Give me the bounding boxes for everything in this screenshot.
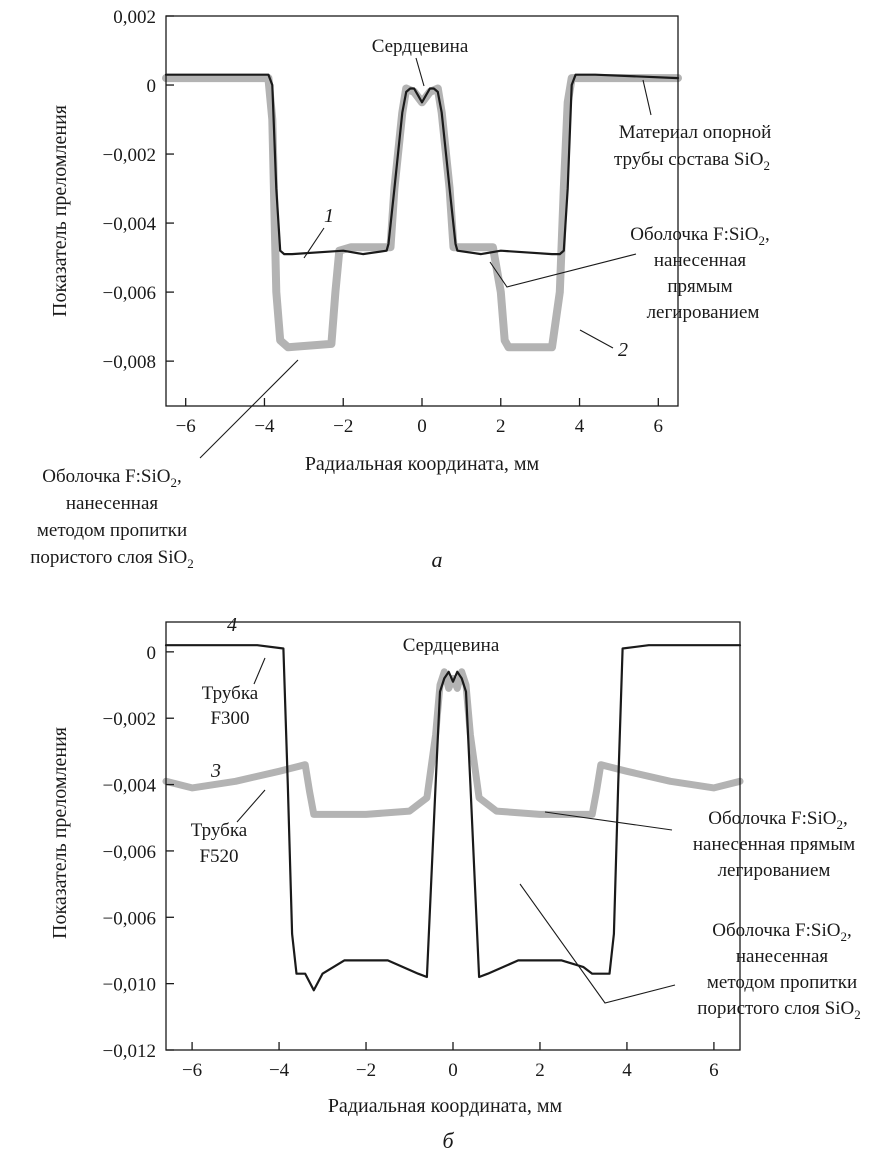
y-tick-label: 0 <box>147 643 157 664</box>
x-tick-label: 6 <box>654 416 664 437</box>
x-tick-label: −6 <box>182 1060 202 1081</box>
x-tick-label: 0 <box>417 416 427 437</box>
series-line-3 <box>162 668 744 818</box>
annotation-a-impreg-line2: нанесенная <box>66 493 159 514</box>
y-tick-label: 0,002 <box>113 7 156 28</box>
chart-a-x-axis-label: Радиальная координата, мм <box>305 453 540 475</box>
x-tick-label: −4 <box>254 416 275 437</box>
y-tick-label: −0,006 <box>103 842 156 863</box>
chart-a-y-axis-label: Показатель преломления <box>49 105 71 317</box>
leader-b-impreg <box>519 883 676 1004</box>
leader-a-curve-1 <box>303 227 325 259</box>
annotation-b-f300-line1: Трубка <box>202 683 259 704</box>
x-tick-label: 6 <box>709 1060 719 1081</box>
chart-b-y-axis-label: Показатель преломления <box>49 727 71 939</box>
annotation-a-direct-line3: прямым <box>667 276 732 297</box>
annotation-a-support-line1: Материал опорной <box>619 122 772 143</box>
y-tick-label: 0 <box>147 76 157 97</box>
chart-b-series <box>162 644 744 992</box>
annotation-a-impreg-line1: Оболочка F:SiO2, <box>42 466 181 490</box>
y-tick-label: −0,004 <box>103 776 157 797</box>
panel-label-a: а <box>432 547 443 572</box>
annotation-a-impreg-line4: пористого слоя SiO2 <box>30 547 194 571</box>
chart-b-ticks: −6 −4 −2 0 2 4 6 0 −0,002 −0,004 −0,006 −0,006 −0,01… <box>103 643 719 1081</box>
leader-a-core <box>415 57 425 87</box>
y-tick-label: −0,012 <box>103 1041 156 1062</box>
series-line-4 <box>164 644 742 992</box>
series-line-1 <box>164 73 680 256</box>
annotation-b-direct-line3: легированием <box>718 860 831 881</box>
x-tick-label: 0 <box>448 1060 458 1081</box>
chart-panel-b: −6 −4 −2 0 2 4 6 0 −0,002 −0,004 −0,006 −0,006 −0,01… <box>49 614 861 1153</box>
annotation-a-direct-line4: легированием <box>647 302 760 323</box>
leader-a-curve-2 <box>579 329 614 349</box>
leader-a-support <box>642 79 652 116</box>
x-tick-label: 2 <box>496 416 506 437</box>
chart-a-ticks: −6 −4 −2 0 2 4 6 0,002 0 −0,002 −0,004 −0,006 −0,008 <box>103 7 664 437</box>
annotation-a-direct-line1: Оболочка F:SiO2, <box>630 224 769 248</box>
y-tick-label: −0,002 <box>103 709 156 730</box>
x-tick-label: −2 <box>356 1060 376 1081</box>
y-tick-label: −0,006 <box>103 283 156 304</box>
annotation-a-support-line2: трубы состава SiO2 <box>614 149 770 173</box>
annotation-b-impreg-line4: пористого слоя SiO2 <box>697 998 861 1022</box>
annotation-b-core: Сердцевина <box>403 635 500 656</box>
annotation-b-impreg-line2: нанесенная <box>736 946 829 967</box>
leader-a-impreg <box>199 359 299 459</box>
annotation-b-impreg-line3: методом пропитки <box>707 972 857 993</box>
curve-label-a-2: 2 <box>618 339 628 361</box>
x-tick-label: −6 <box>176 416 196 437</box>
panel-label-b: б <box>442 1128 454 1153</box>
leader-b-f300 <box>253 657 266 685</box>
curve-label-a-1: 1 <box>324 205 334 227</box>
x-tick-label: 2 <box>535 1060 545 1081</box>
chart-a-series <box>162 73 682 352</box>
x-tick-label: −2 <box>333 416 353 437</box>
y-tick-label: −0,008 <box>103 352 156 373</box>
y-tick-label: −0,002 <box>103 145 156 166</box>
annotation-b-f300-line2: F300 <box>210 708 249 729</box>
annotation-b-direct-line2: нанесенная прямым <box>693 834 855 855</box>
chart-panel-a: −6 −4 −2 0 2 4 6 0,002 0 −0,002 −0,004 −0,006 −0,008… <box>30 7 771 572</box>
leader-a-direct <box>489 253 637 288</box>
x-tick-label: 4 <box>575 416 585 437</box>
x-tick-label: 4 <box>622 1060 632 1081</box>
annotation-b-direct-line1: Оболочка F:SiO2, <box>708 808 847 832</box>
leader-b-direct <box>544 811 673 831</box>
chart-b-x-axis-label: Радиальная координата, мм <box>328 1095 563 1117</box>
y-tick-label: −0,006 <box>103 908 156 929</box>
curve-label-b-4: 4 <box>227 614 237 636</box>
y-tick-label: −0,004 <box>103 214 157 235</box>
curve-label-b-3: 3 <box>210 760 221 782</box>
annotation-a-core: Сердцевина <box>372 36 469 57</box>
leader-b-f520 <box>236 789 266 823</box>
annotation-b-f520-line2: F520 <box>199 846 238 867</box>
annotation-b-f520-line1: Трубка <box>191 820 248 841</box>
annotation-a-impreg-line3: методом пропитки <box>37 520 187 541</box>
annotation-b-impreg-line1: Оболочка F:SiO2, <box>712 920 851 944</box>
annotation-a-direct-line2: нанесенная <box>654 250 747 271</box>
x-tick-label: −4 <box>269 1060 290 1081</box>
series-line-2 <box>162 74 682 352</box>
y-tick-label: −0,010 <box>103 975 156 996</box>
